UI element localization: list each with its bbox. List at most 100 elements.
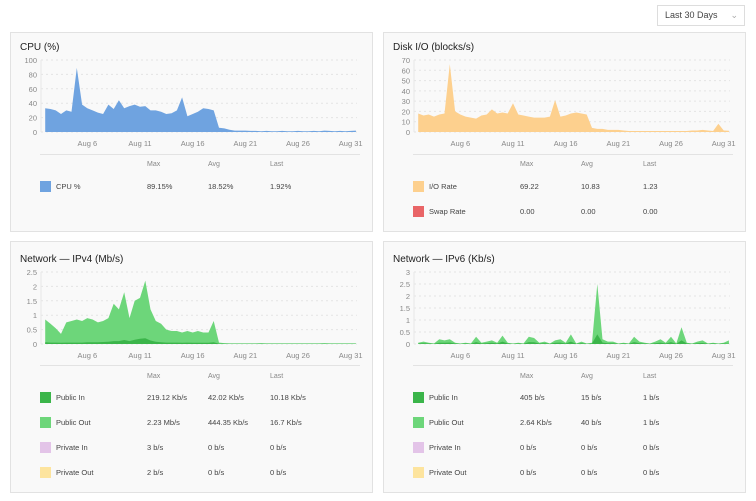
x-tick-label: Aug 21 — [606, 139, 630, 148]
legend-row[interactable]: Private Out 2 b/s 0 b/s 0 b/s — [40, 467, 362, 479]
x-tick-label: Aug 11 — [501, 139, 524, 148]
legend-label: Private Out — [56, 468, 94, 477]
ipv4-panel: Network — IPv4 (Mb/s) 0 0.5 1 1.5 2 2.5 Aug 6 Au… — [10, 241, 373, 493]
legend-max: 219.12 Kb/s — [147, 393, 188, 402]
disk-panel: Disk I/O (blocks/s) 0 10 20 30 40 50 60 70 Aug 6 A… — [383, 32, 746, 232]
legend-row[interactable]: CPU % 89.15% 18.52% 1.92% — [40, 181, 362, 193]
legend-label: Private Out — [429, 468, 467, 477]
x-tick-label: Aug 16 — [181, 351, 205, 360]
x-tick-label: Aug 31 — [339, 351, 363, 360]
y-tick-label: 3 — [406, 268, 410, 277]
y-tick-label: 20 — [402, 107, 410, 116]
legend-max: 3 b/s — [147, 443, 164, 452]
y-tick-label: 0.5 — [400, 328, 410, 337]
legend-last: 1 b/s — [643, 393, 660, 402]
legend-avg: 15 b/s — [581, 393, 602, 402]
legend-avg: 0 b/s — [208, 468, 225, 477]
y-tick-label: 60 — [402, 66, 410, 75]
x-tick-label: Aug 26 — [286, 139, 310, 148]
legend-last: 0 b/s — [270, 443, 287, 452]
y-tick-label: 100 — [24, 56, 37, 65]
legend-last: 1.92% — [270, 182, 292, 191]
legend-row[interactable]: Private In 0 b/s 0 b/s 0 b/s — [413, 442, 735, 454]
legend-row[interactable]: Public Out 2.23 Mb/s 444.35 Kb/s 16.7 Kb/s — [40, 417, 362, 429]
legend-row[interactable]: Private In 3 b/s 0 b/s 0 b/s — [40, 442, 362, 454]
legend-row[interactable]: I/O Rate 69.22 10.83 1.23 — [413, 181, 735, 193]
y-tick-label: 50 — [402, 77, 410, 86]
date-range-value: Last 30 Days — [665, 10, 718, 20]
legend-label: Swap Rate — [429, 207, 466, 216]
legend-avg: 42.02 Kb/s — [208, 393, 244, 402]
y-tick-label: 0 — [406, 128, 410, 137]
legend-row[interactable]: Private Out 0 b/s 0 b/s 0 b/s — [413, 467, 735, 479]
legend-max: 69.22 — [520, 182, 539, 191]
legend-max: 2.64 Kb/s — [520, 418, 552, 427]
legend-label: I/O Rate — [429, 182, 457, 191]
date-range-select[interactable]: Last 30 Days ⌄ — [657, 5, 745, 26]
legend-label: Public In — [429, 393, 458, 402]
legend-swatch — [40, 467, 51, 478]
legend-label: Public Out — [429, 418, 464, 427]
x-tick-label: Aug 21 — [606, 351, 630, 360]
y-tick-label: 1.5 — [400, 304, 410, 313]
legend-last: 0 b/s — [643, 468, 660, 477]
legend-header-avg: Avg — [581, 373, 593, 380]
legend-row[interactable]: Public Out 2.64 Kb/s 40 b/s 1 b/s — [413, 417, 735, 429]
y-tick-label: 40 — [402, 87, 410, 96]
x-tick-label: Aug 16 — [554, 351, 578, 360]
y-tick-label: 30 — [402, 97, 410, 106]
y-tick-label: 2.5 — [400, 280, 410, 289]
legend-header-max: Max — [147, 161, 161, 168]
divider — [413, 154, 733, 155]
x-tick-label: Aug 16 — [181, 139, 205, 148]
legend-swatch — [40, 392, 51, 403]
legend-swatch — [40, 417, 51, 428]
legend-header-last: Last — [643, 161, 657, 168]
legend-header-max: Max — [147, 373, 161, 380]
legend-last: 0 b/s — [643, 443, 660, 452]
y-tick-label: 70 — [402, 56, 410, 65]
legend-swatch — [413, 206, 424, 217]
x-tick-label: Aug 26 — [659, 351, 683, 360]
legend-label: Private In — [429, 443, 461, 452]
legend-header-last: Last — [643, 373, 657, 380]
x-tick-label: Aug 31 — [712, 139, 736, 148]
y-tick-label: 2 — [406, 292, 410, 301]
y-tick-label: 1 — [33, 311, 37, 320]
legend-row[interactable]: Public In 405 b/s 15 b/s 1 b/s — [413, 392, 735, 404]
legend-row[interactable]: Swap Rate 0.00 0.00 0.00 — [413, 206, 735, 218]
legend-header-max: Max — [520, 161, 534, 168]
legend-max: 0.00 — [520, 207, 535, 216]
legend-avg: 18.52% — [208, 182, 234, 191]
legend-avg: 0 b/s — [208, 443, 225, 452]
divider — [413, 365, 733, 366]
y-tick-label: 0 — [406, 340, 410, 349]
legend-header-avg: Avg — [581, 161, 593, 168]
legend-avg: 0 b/s — [581, 468, 598, 477]
x-tick-label: Aug 6 — [78, 351, 98, 360]
legend-swatch — [413, 392, 424, 403]
ipv6-chart: 0 0.5 1 1.5 2 2.5 3 Aug 6 Aug 11 Aug 16 Aug 21 Aug … — [400, 268, 736, 360]
x-tick-label: Aug 11 — [128, 351, 151, 360]
y-tick-label: 0.5 — [27, 326, 37, 335]
y-tick-label: 40 — [29, 99, 37, 108]
legend-header-last: Last — [270, 373, 284, 380]
x-tick-label: Aug 21 — [233, 351, 257, 360]
legend-max: 89.15% — [147, 182, 173, 191]
x-tick-label: Aug 11 — [128, 139, 151, 148]
legend-label: CPU % — [56, 182, 81, 191]
chart-title: CPU (%) — [20, 42, 60, 53]
x-tick-label: Aug 26 — [286, 351, 310, 360]
y-tick-label: 1.5 — [27, 297, 37, 306]
x-tick-label: Aug 11 — [501, 351, 524, 360]
legend-row[interactable]: Public In 219.12 Kb/s 42.02 Kb/s 10.18 Kb/s — [40, 392, 362, 404]
legend-avg: 10.83 — [581, 182, 600, 191]
legend-header-avg: Avg — [208, 373, 220, 380]
legend-last: 16.7 Kb/s — [270, 418, 302, 427]
legend-last: 0.00 — [643, 207, 658, 216]
x-tick-label: Aug 6 — [78, 139, 98, 148]
series-area-public-in — [45, 338, 356, 344]
chart-title: Network — IPv4 (Mb/s) — [20, 254, 124, 265]
legend-max: 405 b/s — [520, 393, 545, 402]
